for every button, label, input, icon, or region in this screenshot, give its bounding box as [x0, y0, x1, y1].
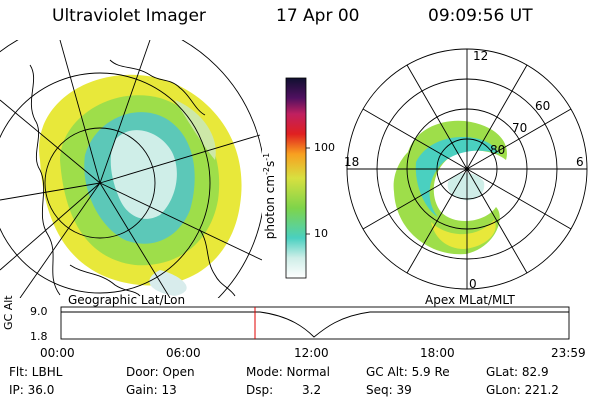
meridian-lines	[0, 40, 262, 298]
app-title: Ultraviolet Imager	[52, 6, 206, 26]
polar-spokes	[347, 49, 587, 289]
info-door: Door: Open	[126, 365, 195, 379]
info-mode: Mode: Normal	[246, 365, 330, 379]
timeline-altitude-curve	[61, 311, 569, 338]
timeline-y-top: 9.0	[30, 305, 48, 318]
lat-label-70: 70	[512, 121, 527, 135]
info-dsp-label: Dsp:	[246, 383, 274, 397]
colorbar-tick-label-10: 10	[314, 227, 328, 240]
aurora-oval-core	[110, 130, 177, 219]
timeline-y-bottom: 1.8	[30, 330, 48, 343]
timeline-tick-0600: 06:00	[166, 346, 201, 360]
mlt-label-0: 0	[469, 277, 477, 291]
info-glat: GLat: 82.9	[486, 365, 549, 379]
date-label: 17 Apr 00	[276, 6, 360, 26]
polar-aurora-inner	[415, 137, 499, 217]
geographic-aurora-image	[0, 40, 262, 298]
colorbar-unit-label: photon cm-2s-1	[262, 153, 277, 240]
mlt-label-6: 6	[576, 155, 584, 169]
apex-panel-label: Apex MLat/MLT	[425, 293, 515, 307]
lat-label-80: 80	[490, 143, 505, 157]
info-glon: GLon: 221.2	[486, 383, 559, 397]
geographic-panel-label: Geographic Lat/Lon	[68, 293, 186, 307]
coastline-east	[199, 229, 236, 297]
timeline-ylabel: GC Alt	[2, 295, 15, 330]
coastline-west	[29, 64, 61, 296]
lat-circle-mid	[0, 72, 211, 294]
info-ip: IP: 36.0	[9, 383, 55, 397]
polar-aurora-bright	[431, 220, 496, 249]
polar-aurora-core	[447, 173, 485, 201]
polar-mlt-plot: 12 0 18 6 60 70 80	[344, 48, 588, 291]
timeline-tick-2359: 23:59	[551, 346, 586, 360]
info-seq: Seq: 39	[366, 383, 412, 397]
colorbar-tick-label-100: 100	[314, 141, 335, 154]
coastline-south	[69, 264, 141, 297]
timeline-tick-0000: 00:00	[40, 346, 75, 360]
timeline-tick-1200: 12:00	[294, 346, 329, 360]
info-dsp-value: 3.2	[302, 383, 322, 397]
coastline-north	[109, 59, 206, 116]
mlt-label-12: 12	[473, 49, 488, 63]
info-gc-alt: GC Alt: 5.9 Re	[366, 365, 450, 379]
timeline-tick-1800: 18:00	[420, 346, 455, 360]
info-flt: Flt: LBHL	[9, 365, 63, 379]
colorbar-gradient	[285, 77, 307, 279]
time-label: 09:09:56 UT	[428, 6, 533, 26]
aurora-patch	[175, 100, 216, 160]
timeline-frame	[60, 306, 570, 340]
lat-label-60: 60	[535, 99, 550, 113]
mlt-label-18: 18	[344, 155, 359, 169]
colorbar: photon cm-2s-1	[262, 77, 310, 279]
info-gain: Gain: 13	[126, 383, 177, 397]
timeline-plot	[60, 306, 570, 340]
lat-circle-inner	[44, 127, 156, 239]
